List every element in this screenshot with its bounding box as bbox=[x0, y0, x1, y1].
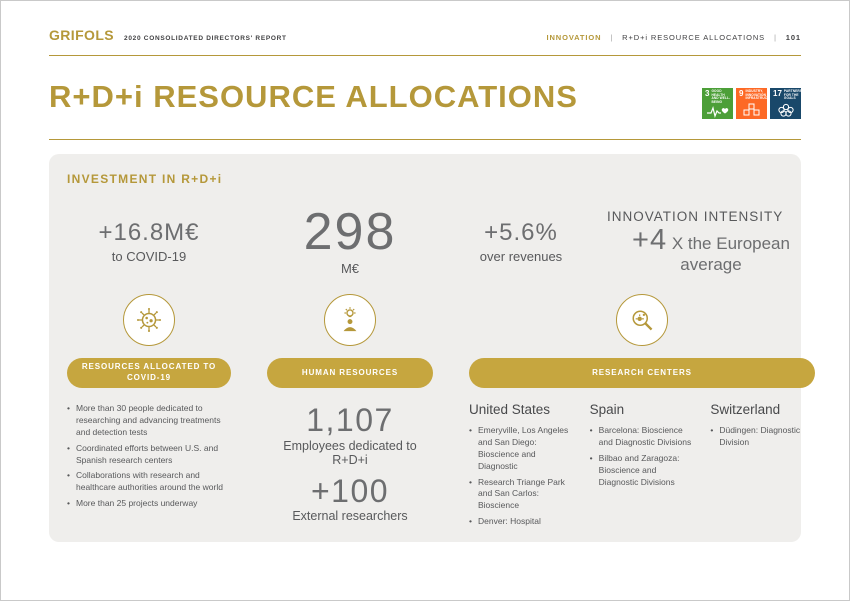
heartbeat-icon bbox=[705, 105, 731, 118]
sdg9-number: 9 bbox=[739, 89, 744, 98]
sdg3-label: GOOD HEALTH AND WELL-BEING bbox=[711, 89, 731, 105]
covid-pill: RESOURCES ALLOCATED TO COVID-19 bbox=[67, 358, 231, 388]
external-researchers-value: +100 bbox=[310, 472, 390, 509]
investment-panel: INVESTMENT IN R+D+i +16.8M€ to COVID-19 bbox=[49, 154, 815, 542]
region-spain: Spain Barcelona: Bioscience and Diagnost… bbox=[590, 402, 695, 532]
human-resources-pill: HUMAN RESOURCES bbox=[267, 358, 433, 388]
page-title: R+D+i RESOURCE ALLOCATIONS bbox=[49, 79, 578, 114]
magnifier-molecule-icon bbox=[616, 294, 668, 346]
region-switzerland: Switzerland Düdingen: Diagnostic Divisio… bbox=[710, 402, 815, 532]
sdg3-number: 3 bbox=[705, 89, 710, 98]
sdg9-label: INDUSTRY, INNOVATION AND INFRASTRUCTURE bbox=[745, 89, 777, 101]
page-number: 101 bbox=[785, 33, 801, 42]
research-column: +5.6% over revenues INNOVATION INTENSITY… bbox=[469, 192, 815, 532]
sdg-icons: 3 GOOD HEALTH AND WELL-BEING 9 INDUSTRY,… bbox=[702, 88, 810, 119]
region-bullet-list: Barcelona: Bioscience and Diagnostic Div… bbox=[590, 425, 695, 488]
revenues-stat-label: over revenues bbox=[479, 248, 563, 264]
top-bar: GRIFOLS 2020 CONSOLIDATED DIRECTORS' REP… bbox=[1, 1, 849, 55]
report-title: 2020 CONSOLIDATED DIRECTORS' REPORT bbox=[124, 35, 287, 42]
panel-heading: INVESTMENT IN R+D+i bbox=[67, 172, 223, 186]
total-investment-unit: M€ bbox=[340, 260, 360, 276]
research-centers-pill: RESEARCH CENTERS bbox=[469, 358, 815, 388]
research-stats: +5.6% over revenues INNOVATION INTENSITY… bbox=[469, 192, 815, 292]
bullet-item: Research Triange Park and San Carlos: Bi… bbox=[469, 477, 574, 513]
innovation-intensity-line: +4 X the European average bbox=[607, 226, 815, 275]
region-united-states: United States Emeryville, Los Angeles an… bbox=[469, 402, 574, 532]
bullet-item: Bilbao and Zaragoza: Bioscience and Diag… bbox=[590, 453, 695, 489]
brand: GRIFOLS 2020 CONSOLIDATED DIRECTORS' REP… bbox=[49, 27, 287, 43]
revenues-stat: +5.6% over revenues bbox=[469, 220, 573, 263]
bullet-item: Collaborations with research and healthc… bbox=[67, 470, 231, 494]
innovation-intensity-value: +4 bbox=[632, 224, 668, 257]
covid-column: +16.8M€ to COVID-19 bbox=[67, 192, 231, 532]
rings-icon bbox=[773, 101, 799, 118]
employees-value: 1,107 bbox=[306, 402, 394, 438]
bullet-item: Denver: Hospital bbox=[469, 516, 574, 528]
innovation-intensity: INNOVATION INTENSITY +4 X the European a… bbox=[607, 209, 815, 275]
covid-bullet-list: More than 30 people dedicated to researc… bbox=[67, 403, 231, 514]
bullet-item: More than 25 projects underway bbox=[67, 498, 231, 510]
grifols-logo: GRIFOLS bbox=[49, 27, 115, 43]
innovation-intensity-suffix: X the European average bbox=[667, 234, 790, 275]
idea-person-icon bbox=[324, 294, 376, 346]
building-blocks-icon bbox=[739, 101, 765, 118]
covid-stat: +16.8M€ to COVID-19 bbox=[67, 192, 231, 292]
region-name: Switzerland bbox=[710, 402, 781, 417]
bullet-item: Emeryville, Los Angeles and San Diego: B… bbox=[469, 425, 574, 473]
region-name: United States bbox=[469, 402, 551, 417]
bullet-item: Düdingen: Diagnostic Division bbox=[710, 425, 815, 449]
breadcrumb-separator: | bbox=[610, 35, 614, 42]
bullet-item: Barcelona: Bioscience and Diagnostic Div… bbox=[590, 425, 695, 449]
title-row: R+D+i RESOURCE ALLOCATIONS 3 GOOD HEALTH… bbox=[1, 56, 849, 139]
external-researchers-label: External researchers bbox=[292, 509, 408, 524]
total-investment-stat: 298 M€ bbox=[267, 192, 433, 292]
covid-stat-label: to COVID-19 bbox=[111, 248, 187, 264]
region-bullet-list: Düdingen: Diagnostic Division bbox=[710, 425, 815, 449]
breadcrumb-page: R+D+i RESOURCE ALLOCATIONS bbox=[622, 33, 766, 42]
sdg9-tile: 9 INDUSTRY, INNOVATION AND INFRASTRUCTUR… bbox=[736, 88, 776, 119]
employees-label: Employees dedicated to R+D+i bbox=[283, 438, 417, 467]
region-bullet-list: Emeryville, Los Angeles and San Diego: B… bbox=[469, 425, 574, 528]
breadcrumb-section: INNOVATION bbox=[546, 33, 602, 42]
total-investment-value: 298 bbox=[303, 203, 397, 262]
virus-icon bbox=[123, 294, 175, 346]
sdg17-number: 17 bbox=[773, 89, 782, 98]
gold-divider-title bbox=[49, 139, 801, 140]
human-resources-column: 298 M€ HUMAN RES bbox=[267, 192, 433, 532]
gold-divider-top bbox=[49, 55, 801, 56]
regions: United States Emeryville, Los Angeles an… bbox=[469, 402, 815, 532]
breadcrumb: INNOVATION | R+D+i RESOURCE ALLOCATIONS … bbox=[546, 33, 801, 42]
region-name: Spain bbox=[589, 402, 625, 417]
bullet-item: Coordinated efforts between U.S. and Spa… bbox=[67, 443, 231, 467]
breadcrumb-separator: | bbox=[774, 35, 777, 42]
innovation-intensity-title: INNOVATION INTENSITY bbox=[607, 209, 784, 225]
sdg3-tile: 3 GOOD HEALTH AND WELL-BEING bbox=[702, 88, 733, 119]
revenues-stat-value: +5.6% bbox=[484, 219, 558, 247]
covid-stat-value: +16.8M€ bbox=[98, 219, 200, 247]
bullet-item: More than 30 people dedicated to researc… bbox=[67, 403, 231, 439]
hr-figures: 1,107 Employees dedicated to R+D+i +100 … bbox=[267, 396, 433, 523]
sdg17-label: PARTNERSHIPS FOR THE GOALS bbox=[783, 89, 810, 101]
sdg17-tile: 17 PARTNERSHIPS FOR THE GOALS bbox=[770, 88, 810, 119]
